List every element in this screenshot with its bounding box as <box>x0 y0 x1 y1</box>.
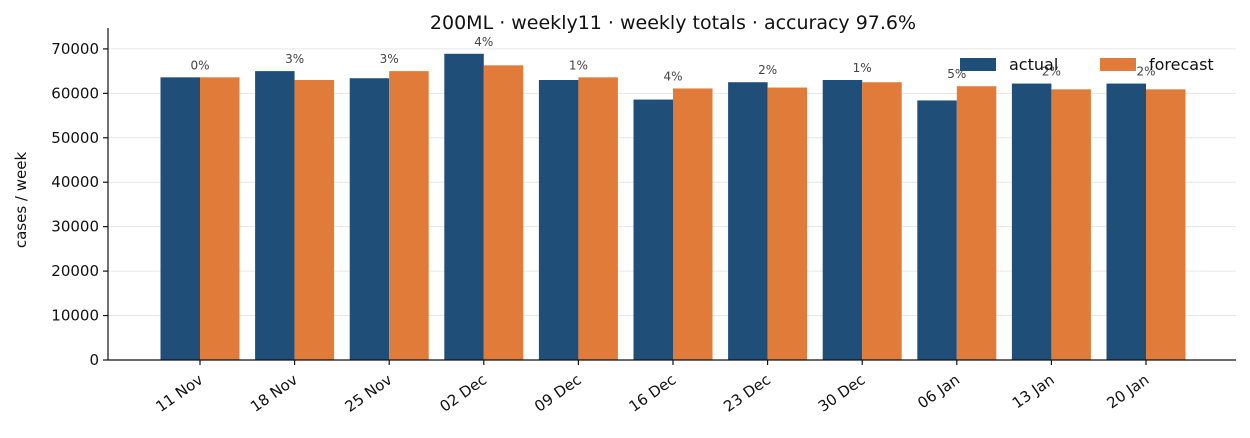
data-label: 4% <box>474 35 493 49</box>
x-tick-label: 11 Nov <box>152 370 206 415</box>
x-tick-label: 13 Jan <box>1009 371 1058 413</box>
bar-actual <box>538 80 579 360</box>
data-label: 3% <box>380 52 399 66</box>
bar-actual <box>822 80 863 360</box>
y-axis-label: cases / week <box>12 152 30 249</box>
x-tick-label: 18 Nov <box>247 370 301 415</box>
legend-label-forecast: forecast <box>1149 55 1214 74</box>
y-tick-label: 60000 <box>51 84 99 102</box>
x-tick-label: 09 Dec <box>531 371 585 416</box>
bar-forecast <box>200 77 240 360</box>
x-tick-label: 06 Jan <box>914 371 963 413</box>
y-tick-label: 40000 <box>51 173 99 191</box>
legend-swatch-actual <box>960 58 996 71</box>
data-label: 1% <box>569 58 588 72</box>
bar-forecast <box>673 88 713 360</box>
data-labels: 0% 3% 3%4%1%4% 2% 1% 5% 2% 2% <box>190 35 1155 84</box>
bar-actual <box>1011 83 1052 361</box>
bar-forecast <box>767 87 808 361</box>
data-label: 2% <box>1042 65 1061 79</box>
x-tick-label: 25 Nov <box>342 370 396 415</box>
y-tick-label: 70000 <box>51 40 99 58</box>
data-label: 4% <box>663 69 682 83</box>
chart-title: 200ML · weekly11 · weekly totals · accur… <box>430 12 916 34</box>
x-tick-label: 20 Jan <box>1103 371 1152 413</box>
bar-forecast <box>483 65 524 360</box>
legend: actual forecast <box>960 55 1214 74</box>
y-tick-label: 30000 <box>51 218 99 236</box>
x-tick-label: 16 Dec <box>626 371 680 416</box>
bar-actual <box>917 100 957 360</box>
legend-label-actual: actual <box>1009 55 1058 74</box>
bar-forecast <box>1146 89 1186 360</box>
bar-actual <box>255 71 295 360</box>
bar-actual <box>728 82 768 360</box>
bar-actual <box>349 78 390 360</box>
bar-forecast <box>1051 89 1091 360</box>
x-tick-label: 23 Dec <box>720 371 774 416</box>
data-label: 0% <box>190 58 209 72</box>
data-label: 1% <box>853 61 872 75</box>
y-tick-label: 10000 <box>51 307 99 325</box>
x-tick-label: 02 Dec <box>436 371 490 416</box>
bar-forecast <box>389 71 429 360</box>
data-label: 2% <box>1136 65 1155 79</box>
bar-forecast <box>956 86 997 360</box>
y-tick-label: 20000 <box>51 262 99 280</box>
bar-forecast <box>578 77 618 360</box>
bar-actual <box>633 99 673 361</box>
bar-actual <box>160 77 200 360</box>
bar-forecast <box>862 82 902 360</box>
y-tick-label: 50000 <box>51 129 99 147</box>
legend-swatch-forecast <box>1100 58 1136 71</box>
x-tick-label: 30 Dec <box>815 371 869 416</box>
y-tick-label: 0 <box>89 351 99 369</box>
bar-forecast <box>294 80 335 360</box>
bar-actual <box>1106 83 1146 361</box>
bars <box>160 53 1186 361</box>
data-label: 2% <box>758 63 777 77</box>
bar-actual <box>444 53 484 361</box>
data-label: 3% <box>285 52 304 66</box>
